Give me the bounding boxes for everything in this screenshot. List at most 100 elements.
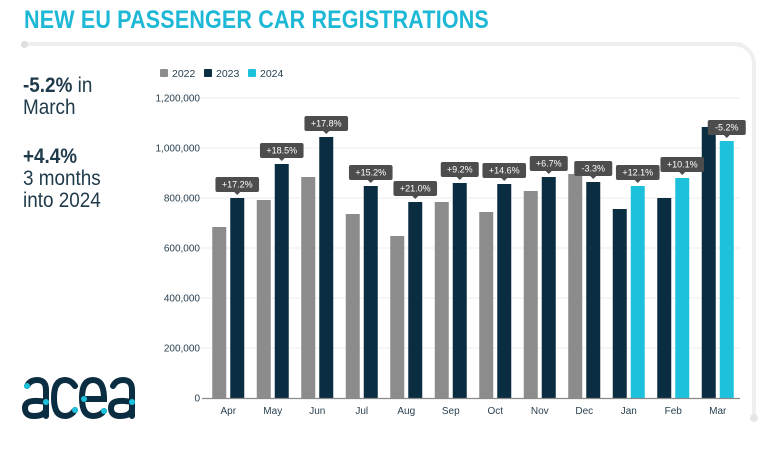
kpi-ytd-value: +4.4% [23,145,78,168]
x-tick-label: Oct [487,406,503,417]
change-label: +9.2% [440,162,479,180]
bar-may-2022 [256,200,271,398]
change-label: +12.1% [615,165,660,183]
change-label-pointer [456,177,463,180]
x-axis-ticks: Apr May Jun Jul Aug Sep Oct Nov Dec Jan Feb Mar [220,406,727,417]
bar-aug-2022 [390,236,405,398]
change-label-box [707,120,746,135]
change-label: +10.1% [660,157,705,175]
card-border-dot-left [21,41,28,48]
change-label-text: +17.8% [311,119,342,129]
y-tick-label: 200,000 [164,344,201,355]
change-label-pointer [679,172,686,175]
bar-dec-2022 [568,174,583,398]
change-label-text: +21.0% [400,184,431,194]
change-labels: +17.2% +18.5% +17.8% +15.2% +21.0% +9.2% +14.6… [215,116,746,199]
bar-jun-2023 [319,137,334,398]
change-label-text: +18.5% [266,146,297,156]
change-label-pointer [590,176,597,179]
change-label-pointer [367,180,374,183]
change-label-pointer [545,171,552,174]
card-border-corner [700,42,756,82]
bar-sep-2022 [434,202,449,398]
kpi-ytd-text1: 3 months [23,167,101,190]
y-tick-label: 1,200,000 [156,94,201,105]
change-label: +17.8% [304,116,349,134]
bar-jan-2023 [612,209,627,398]
change-label-box [482,163,527,178]
change-label: +18.5% [259,143,304,161]
change-label: +14.6% [482,163,527,181]
bar-jul-2022 [345,214,360,398]
change-label-box [440,162,479,177]
change-label-box [393,181,438,196]
legend: 2022 2023 2024 [160,68,284,80]
bar-oct-2023 [497,184,512,398]
change-label-text: +10.1% [667,160,698,170]
bar-apr-2023 [230,198,245,398]
card-border-right [752,78,756,418]
bar-oct-2022 [479,212,494,398]
x-tick-label: Nov [531,406,549,417]
legend-label-2023: 2023 [216,68,240,80]
change-label-pointer [323,131,330,134]
change-label-text: -5.2% [715,123,739,133]
change-label-text: +17.2% [222,180,253,190]
bar-jul-2023 [363,186,378,398]
bars [212,127,734,398]
kpi-march-text2: March [23,96,76,119]
change-label: -3.3% [574,161,613,179]
bar-mar-2024 [719,141,734,398]
x-tick-label: Sep [442,406,460,417]
change-label: -5.2% [707,120,746,138]
change-label-box [259,143,304,158]
y-tick-label: 600,000 [164,244,201,255]
legend-label-2022: 2022 [172,68,196,80]
change-label-text: +12.1% [622,168,653,178]
change-label-box [304,116,349,131]
change-label-box [574,161,613,176]
change-label-text: +15.2% [355,168,386,178]
x-tick-label: Aug [397,406,415,417]
change-label-box [660,157,705,172]
y-axis-ticks: 0 200,000 400,000 600,000 800,000 1,000,000 1,… [156,94,201,405]
x-tick-label: Feb [665,406,683,417]
x-tick-label: May [263,406,282,417]
bar-aug-2023 [408,202,423,398]
y-tick-label: 0 [194,394,200,405]
change-label-text: +14.6% [489,166,520,176]
kpi-ytd-text2: into 2024 [23,189,101,212]
change-label-box [215,177,260,192]
change-label-pointer [723,135,730,138]
change-label-pointer [501,178,508,181]
kpi-ytd: +4.4% 3 months into 2024 [23,146,101,212]
bar-may-2023 [274,164,289,398]
legend-label-2024: 2024 [260,68,284,80]
change-label: +6.7% [529,156,568,174]
bar-nov-2022 [523,191,538,398]
change-label: +17.2% [215,177,260,195]
bar-jan-2024 [630,186,645,398]
kpi-march-text1: in [72,74,93,97]
x-tick-label: Mar [709,406,727,417]
legend-swatch-2022 [160,69,168,77]
x-tick-label: Dec [575,406,593,417]
bar-mar-2023 [701,127,716,398]
card-border-dot-right [750,414,758,422]
change-label-box [615,165,660,180]
change-label-pointer [278,158,285,161]
y-tick-label: 1,000,000 [156,144,201,155]
change-label-box [529,156,568,171]
legend-swatch-2023 [204,69,212,77]
bar-feb-2024 [675,178,690,398]
change-label-text: -3.3% [581,164,605,174]
x-tick-label: Jan [621,406,637,417]
bar-apr-2022 [212,227,227,398]
change-label-pointer [412,196,419,199]
bar-dec-2023 [586,182,601,398]
y-tick-label: 800,000 [164,194,201,205]
card-border-top [22,42,742,46]
chart-title: NEW EU PASSENGER CAR REGISTRATIONS [24,6,489,34]
x-tick-label: Jul [355,406,368,417]
